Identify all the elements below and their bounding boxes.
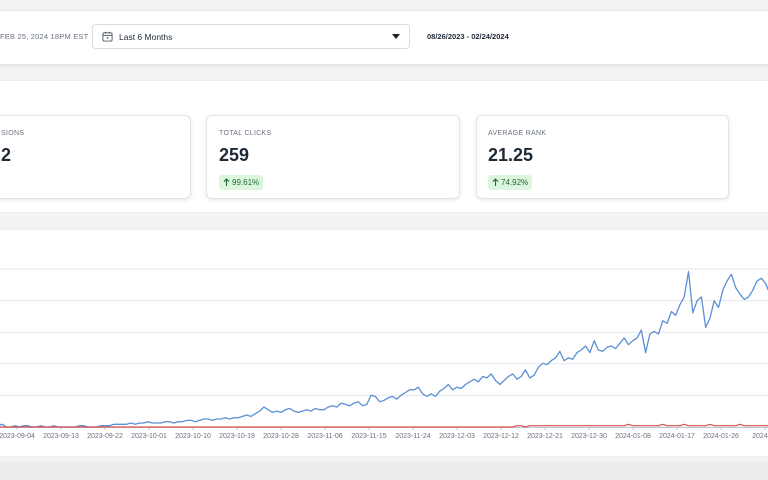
date-range-text: 08/26/2023 - 02/24/2024	[427, 32, 509, 41]
total-clicks-value: 259	[219, 145, 250, 165]
calendar-icon	[102, 31, 113, 42]
x-tick-label: 2023-09-04	[0, 433, 35, 440]
x-tick-label: 2024-01-26	[703, 433, 739, 440]
primary-series-line	[0, 270, 768, 428]
average-rank-value: 21.25	[488, 145, 534, 165]
average-rank-label: AVERAGE RANK	[488, 130, 547, 137]
average-rank-card: AVERAGE RANK 21.25 74.92%	[476, 115, 729, 199]
next-section-edge	[0, 462, 768, 480]
impressions-value: 2	[1, 145, 12, 165]
chart-panel	[0, 229, 768, 457]
total-clicks-card: TOTAL CLICKS 259 99.61%	[206, 115, 460, 199]
x-tick-label: 2024-01-17	[659, 433, 695, 440]
x-tick-label: 2023-12-21	[527, 433, 563, 440]
x-tick-label: 2023-10-28	[263, 433, 299, 440]
period-select[interactable]: Last 6 Months	[92, 24, 410, 49]
clicks-change-badge: 99.61%	[219, 175, 264, 190]
x-tick-label: 2023-12-30	[571, 433, 607, 440]
traffic-line-chart: 2023-09-04 2023-09-13 2023-09-22 2023-10-01…	[0, 268, 768, 440]
x-tick-label: 2023-11-24	[395, 433, 430, 440]
arrow-up-icon	[492, 178, 499, 186]
rank-change-badge: 74.92%	[488, 175, 533, 190]
clicks-change-value: 99.61%	[232, 178, 260, 187]
last-updated-text: FEB 25, 2024 18PM EST	[0, 32, 89, 41]
secondary-series-line	[0, 423, 768, 428]
x-tick-label: 2023-09-22	[87, 433, 123, 440]
x-tick-label: 2023-12-12	[483, 433, 519, 440]
total-clicks-label: TOTAL CLICKS	[219, 130, 272, 137]
rank-change-value: 74.92%	[501, 178, 529, 187]
x-tick-label: 2023-11-15	[351, 433, 386, 440]
x-tick-label: 2024-02	[752, 433, 768, 440]
impressions-card: SIONS 2	[0, 115, 191, 199]
x-tick-label: 2023-12-03	[439, 433, 475, 440]
chevron-down-icon	[392, 34, 400, 39]
impressions-label: SIONS	[1, 130, 25, 137]
x-tick-label: 2023-10-19	[219, 433, 255, 440]
period-select-value: Last 6 Months	[119, 31, 173, 42]
x-tick-label: 2023-10-10	[175, 433, 211, 440]
x-tick-label: 2023-09-13	[43, 433, 79, 440]
x-tick-label: 2024-01-08	[615, 433, 651, 440]
x-tick-label: 2023-11-06	[307, 433, 342, 440]
arrow-up-icon	[223, 178, 230, 186]
x-tick-label: 2023-10-01	[131, 433, 167, 440]
